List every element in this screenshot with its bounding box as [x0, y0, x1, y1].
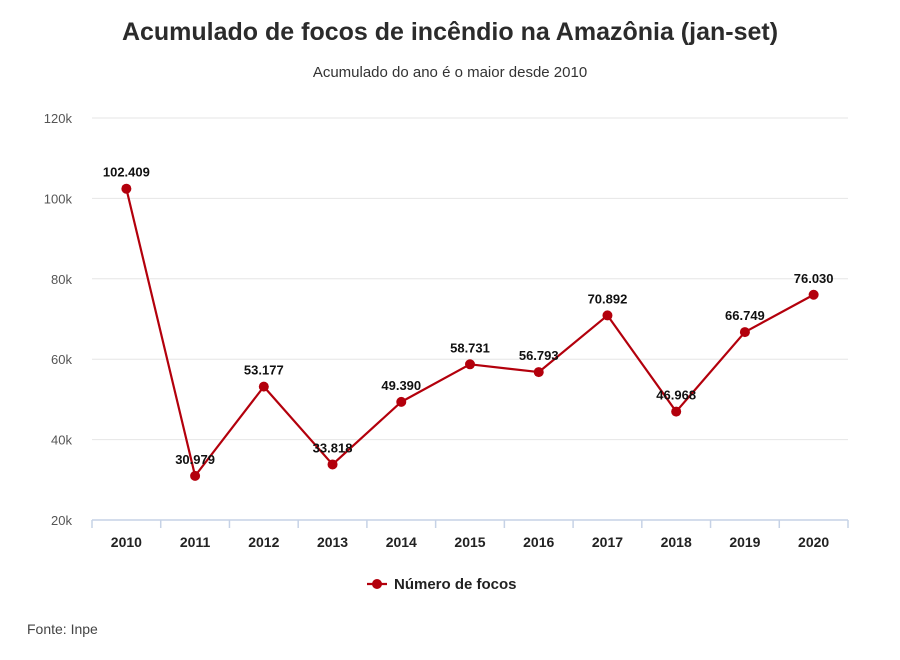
data-point[interactable] [808, 289, 819, 300]
data-labels: 102.409 30.979 53.177 33.818 49.390 58.731 56.… [103, 165, 834, 467]
data-label: 66.749 [725, 308, 765, 323]
y-tick-label: 80k [51, 272, 72, 287]
data-label: 58.731 [450, 340, 490, 355]
source-note: Fonte: Inpe [27, 621, 98, 637]
data-label: 30.979 [175, 452, 215, 467]
data-label: 53.177 [244, 363, 284, 378]
data-point[interactable] [671, 406, 682, 417]
y-tick-label: 20k [51, 513, 72, 528]
x-tick-label: 2018 [661, 534, 692, 550]
x-tick-label: 2010 [111, 534, 142, 550]
data-point[interactable] [739, 327, 750, 338]
data-label: 33.818 [313, 440, 353, 455]
y-tick-label: 60k [51, 352, 72, 367]
x-tick-label: 2016 [523, 534, 554, 550]
y-axis: 20k 40k 60k 80k 100k 120k [44, 111, 73, 528]
data-point[interactable] [602, 310, 613, 321]
data-point[interactable] [258, 381, 269, 392]
x-tick-label: 2017 [592, 534, 623, 550]
series-line [125, 188, 815, 477]
gridlines [92, 117, 848, 441]
chart-subtitle: Acumulado do ano é o maior desde 2010 [312, 64, 588, 81]
data-point[interactable] [121, 183, 132, 194]
legend[interactable]: Número de focos [367, 576, 517, 593]
data-point[interactable] [533, 367, 544, 378]
data-label: 102.409 [103, 165, 150, 180]
data-label: 76.030 [794, 271, 834, 286]
x-axis: 2010 2011 2012 2013 2014 2015 2016 2017 2018 2019… [91, 519, 849, 550]
data-label: 49.390 [381, 378, 421, 393]
data-label: 70.892 [588, 291, 628, 306]
y-tick-label: 100k [44, 191, 73, 206]
x-tick-label: 2013 [317, 534, 348, 550]
y-tick-label: 120k [44, 111, 73, 126]
data-label: 56.793 [519, 348, 559, 363]
legend-item-label: Número de focos [394, 576, 517, 593]
x-tick-label: 2011 [180, 534, 211, 550]
data-label: 46.968 [656, 388, 696, 403]
data-point[interactable] [327, 459, 338, 470]
x-tick-label: 2015 [454, 534, 485, 550]
data-point[interactable] [396, 396, 407, 407]
y-tick-label: 40k [51, 433, 72, 448]
data-point[interactable] [465, 359, 475, 370]
chart-title: Acumulado de focos de incêndio na Amazôn… [121, 18, 779, 46]
series-numero-de-focos [121, 183, 819, 481]
x-tick-label: 2020 [798, 534, 829, 550]
x-tick-label: 2019 [729, 534, 760, 550]
x-tick-label: 2014 [386, 534, 417, 550]
x-tick-label: 2012 [248, 534, 279, 550]
data-point[interactable] [190, 470, 201, 481]
legend-marker [372, 579, 382, 589]
